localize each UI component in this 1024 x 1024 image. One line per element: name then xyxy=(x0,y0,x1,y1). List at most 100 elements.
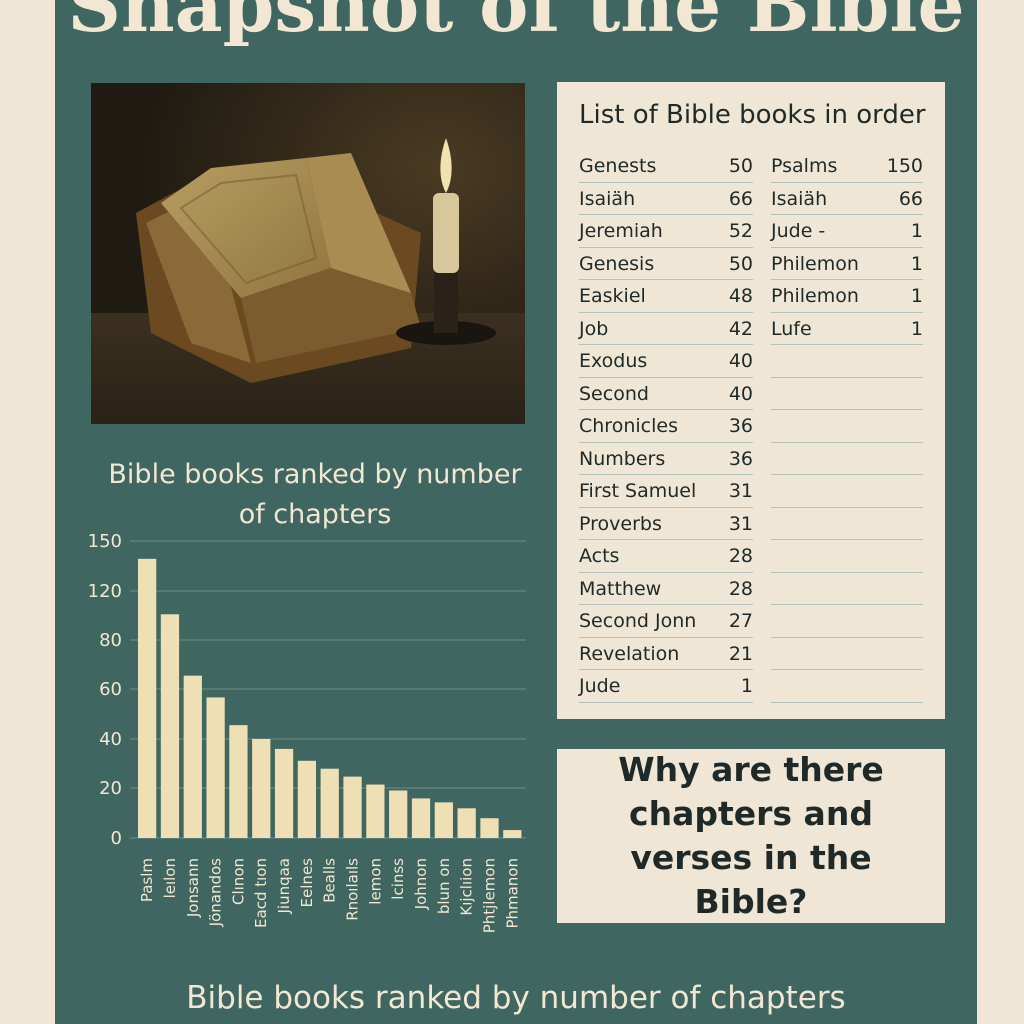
list-row xyxy=(771,475,923,508)
bar xyxy=(343,776,362,838)
book-name: Genesis xyxy=(579,252,655,275)
book-name: First Samuel xyxy=(579,480,697,502)
bar xyxy=(434,802,453,838)
x-tick-label: blun on xyxy=(435,858,453,914)
x-tick-label: Rnoılaıls xyxy=(344,858,362,921)
chapter-count: 28 xyxy=(728,577,753,600)
x-tick-label: Bealls xyxy=(321,858,339,903)
list-row: Jude 1 xyxy=(579,670,753,703)
bar xyxy=(457,808,476,838)
book-name: Second xyxy=(579,382,649,405)
y-tick-label: 40 xyxy=(99,729,122,750)
list-row xyxy=(771,638,923,670)
y-tick-label: 0 xyxy=(111,828,122,849)
book-name: Job xyxy=(579,317,609,340)
chapter-count: 1 xyxy=(910,285,923,307)
list-title: List of Bible books in order xyxy=(579,100,926,130)
book-name: Chronicles xyxy=(579,415,678,437)
chapter-count: 66 xyxy=(728,187,753,210)
list-row xyxy=(771,573,923,605)
chapter-count: 21 xyxy=(728,642,753,665)
x-tick-label: Eacd tıon xyxy=(252,858,270,928)
chapter-count: 52 xyxy=(728,220,753,242)
bar xyxy=(366,784,385,838)
list-row xyxy=(771,345,923,378)
bar xyxy=(480,818,499,838)
book-name: Numbers xyxy=(579,447,666,470)
list-row: Numbers 36 xyxy=(579,443,753,475)
book-name: Philemon xyxy=(771,285,859,307)
book-name: Lufe xyxy=(771,317,812,340)
list-row xyxy=(771,540,923,573)
chapter-count: 1 xyxy=(910,252,923,275)
chapter-count: 40 xyxy=(728,382,753,405)
list-row xyxy=(771,605,923,638)
chart-title: Bible books ranked by number of chapters xyxy=(108,459,522,530)
chapter-count: 28 xyxy=(728,545,753,567)
bar xyxy=(503,830,522,838)
book-name: Isaiäh xyxy=(771,187,828,210)
book-name: Jude - xyxy=(771,220,826,242)
list-row xyxy=(771,670,923,703)
bar xyxy=(297,760,317,838)
bar xyxy=(138,558,157,838)
y-tick-label: 80 xyxy=(99,630,122,651)
x-tick-label: leılon xyxy=(161,858,179,898)
book-name: Proverbs xyxy=(579,512,662,535)
x-tick-label: Paslm xyxy=(138,858,156,902)
list-row xyxy=(771,443,923,475)
y-tick-label: 150 xyxy=(88,531,122,552)
list-row: Proverbs 31 xyxy=(579,508,753,540)
list-row xyxy=(771,410,923,443)
question-text: Why are there chapters and verses in the… xyxy=(618,750,884,921)
x-tick-label: Jonsann xyxy=(184,858,202,918)
chapter-count: 50 xyxy=(728,155,753,177)
x-tick-label: Kıjclıion xyxy=(458,858,476,916)
x-tick-label: Phmanon xyxy=(503,858,521,929)
bar xyxy=(389,790,408,838)
list-row: Second Jonn 27 xyxy=(579,605,753,638)
list-row: Isaiäh 66 xyxy=(579,183,753,215)
page-title: Snapshot of the Bible xyxy=(67,0,965,46)
y-tick-label: 20 xyxy=(99,778,122,799)
bar xyxy=(229,725,248,838)
footer-caption: Bible books ranked by number of chapters xyxy=(186,980,846,1016)
chapter-count: 36 xyxy=(728,447,753,470)
list-row: Genesis 50 xyxy=(579,248,753,280)
list-row: Jeremiah 52 xyxy=(579,215,753,248)
list-row: Lufe 1 xyxy=(771,313,923,345)
question-card: Why are there chapters and verses in the… xyxy=(557,749,945,923)
chapter-count: 1 xyxy=(910,317,923,340)
bar xyxy=(160,614,180,838)
painting-illustration xyxy=(91,83,525,424)
list-row: Job 42 xyxy=(579,313,753,345)
chapter-count: 1 xyxy=(910,220,923,242)
list-column-left: Genests 50 Isaiäh 66 Jeremiah 52 Genesis 50 Eask… xyxy=(579,150,753,703)
chapter-count: 48 xyxy=(728,285,753,307)
book-name: Easkiel xyxy=(579,285,646,307)
book-name: Isaiäh xyxy=(579,187,636,210)
chapter-count: 66 xyxy=(898,187,923,210)
list-row: Easkiel 48 xyxy=(579,280,753,313)
list-row: Genests 50 xyxy=(579,150,753,183)
x-tick-label: lemon xyxy=(366,858,384,905)
bible-candle-painting xyxy=(91,83,525,424)
book-name: Revelation xyxy=(579,642,680,665)
list-row: Philemon 1 xyxy=(771,280,923,313)
x-tick-label: Johnon xyxy=(412,858,430,910)
bar xyxy=(274,748,294,838)
bar xyxy=(320,768,339,838)
list-row: Isaiäh 66 xyxy=(771,183,923,215)
chapter-count: 42 xyxy=(728,317,753,340)
x-tick-label: Jönandos xyxy=(207,858,225,928)
list-row: Chronicles 36 xyxy=(579,410,753,443)
bar xyxy=(183,675,202,838)
list-row: Exodus 40 xyxy=(579,345,753,378)
x-tick-label: Clınon xyxy=(229,858,247,905)
book-name: Exodus xyxy=(579,350,648,372)
bar xyxy=(252,739,271,838)
chapter-count: 31 xyxy=(728,512,753,535)
list-row: Psalms 150 xyxy=(771,150,923,183)
book-name: Acts xyxy=(579,545,620,567)
